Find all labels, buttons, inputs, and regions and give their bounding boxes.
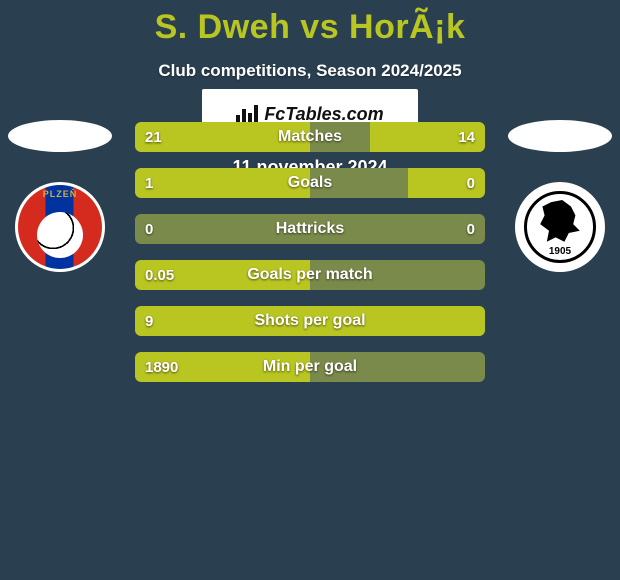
stat-row: 00Hattricks <box>135 214 485 244</box>
club-crest-hradec <box>515 182 605 272</box>
stat-label: Goals per match <box>135 260 485 290</box>
player-left-badge <box>0 120 120 272</box>
player-right-badge <box>500 120 620 272</box>
stat-row: 9Shots per goal <box>135 306 485 336</box>
comparison-title: S. Dweh vs HorÃ¡k <box>0 0 620 47</box>
player-left-flag <box>8 120 112 152</box>
stat-row: 2114Matches <box>135 122 485 152</box>
stat-label: Shots per goal <box>135 306 485 336</box>
stats-bars: 2114Matches 10Goals 00Hattricks 0.05Goals p… <box>135 122 485 398</box>
stat-label: Hattricks <box>135 214 485 244</box>
club-crest-plzen <box>15 182 105 272</box>
hk-lion-icon <box>538 200 582 244</box>
stat-label: Min per goal <box>135 352 485 382</box>
stat-row: 1890Min per goal <box>135 352 485 382</box>
stat-row: 0.05Goals per match <box>135 260 485 290</box>
player-right-flag <box>508 120 612 152</box>
stat-label: Goals <box>135 168 485 198</box>
chart-bars-icon <box>236 105 258 123</box>
comparison-subtitle: Club competitions, Season 2024/2025 <box>0 61 620 81</box>
stat-row: 10Goals <box>135 168 485 198</box>
stat-label: Matches <box>135 122 485 152</box>
